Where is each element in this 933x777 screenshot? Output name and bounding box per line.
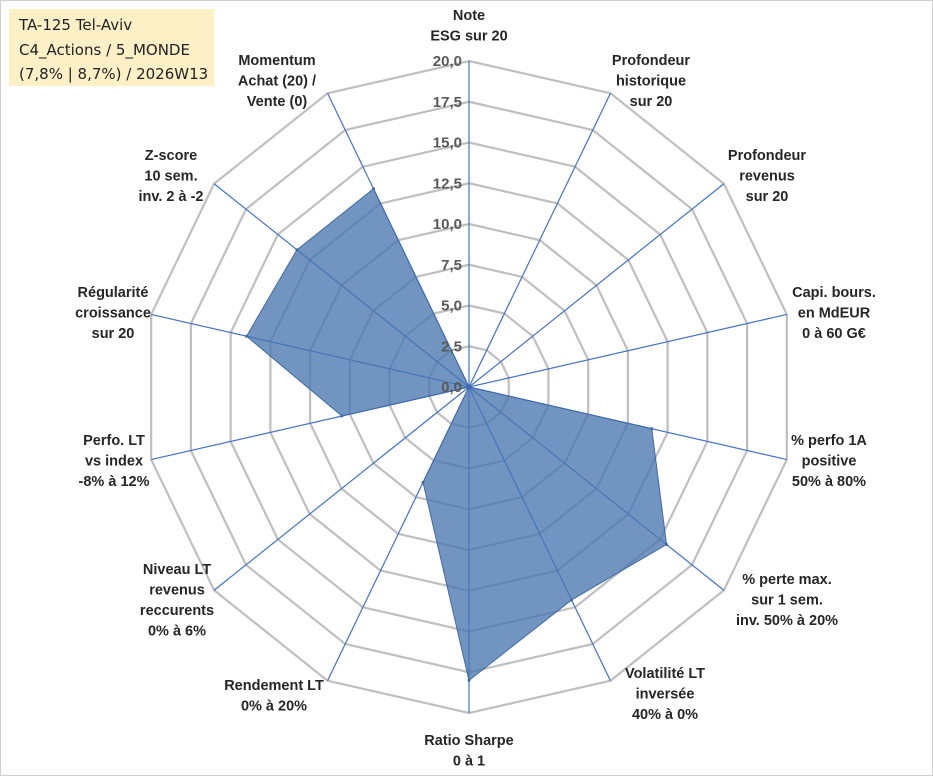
tick-label-8: 20,0	[433, 53, 462, 70]
tick-label-2: 5,0	[441, 298, 462, 315]
axis-label-7: Volatilité LT inversée 40% à 0%	[625, 666, 705, 723]
axis-label-6: % perte max. sur 1 sem. inv. 50% à 20%	[736, 572, 838, 629]
tick-label-3: 7,5	[441, 257, 462, 274]
tick-label-7: 17,5	[433, 94, 462, 111]
axis-label-12: Régularité croissance sur 20	[75, 285, 151, 342]
tick-label-4: 10,0	[433, 216, 462, 233]
axis-label-9: Rendement LT 0% à 20%	[224, 678, 324, 715]
series-point-9	[421, 480, 425, 484]
series-area-1	[245, 187, 668, 682]
series-point-8	[467, 678, 471, 682]
series-point-14	[372, 187, 376, 191]
chart-title-box: TA-125 Tel-Aviv C4_Actions / 5_MONDE (7,…	[9, 9, 214, 86]
series-point-5	[650, 427, 654, 431]
series-point-7	[570, 598, 574, 602]
axis-label-1: Note ESG sur 20	[430, 8, 507, 45]
axis-spoke-2	[468, 93, 611, 388]
chart-subtitle-category: C4_Actions / 5_MONDE	[19, 41, 190, 59]
axis-label-14: Momentum Achat (20) / Vente (0)	[238, 53, 316, 110]
series-point-11	[340, 414, 344, 418]
series-point-13	[295, 248, 299, 252]
series-point-6	[665, 543, 669, 547]
axis-spoke-10	[213, 386, 470, 591]
axis-spoke-3	[468, 183, 725, 388]
tick-label-6: 15,0	[433, 135, 462, 152]
axis-label-11: Perfo. LT vs index -8% à 12%	[79, 433, 150, 490]
axis-label-2: Profondeur historique sur 20	[612, 53, 690, 110]
axis-label-5: % perfo 1A positive 50% à 80%	[791, 433, 867, 490]
axis-label-layer: Note ESG sur 20 Profondeur historique sur 20…	[75, 8, 876, 770]
chart-title: TA-125 Tel-Aviv	[19, 16, 133, 34]
axis-label-13: Z-score 10 sem. inv. 2 à -2	[138, 148, 203, 205]
tick-label-layer: 0,0 2,5 5,0 7,5 10,0 12,5 15,0 17,5 20,0	[433, 53, 462, 396]
series-layer	[245, 187, 669, 682]
tick-label-0: 0,0	[441, 379, 462, 396]
axis-label-8: Ratio Sharpe 0 à 1	[424, 733, 513, 770]
tick-label-5: 12,5	[433, 175, 462, 192]
axis-label-3: Profondeur revenus sur 20	[728, 148, 806, 205]
axis-label-4: Capi. bours. en MdEUR 0 à 60 G€	[792, 285, 876, 342]
tick-label-1: 2,5	[441, 338, 462, 355]
axis-spoke-4	[468, 313, 787, 388]
series-point-12	[245, 334, 249, 338]
chart-subtitle-period: (7,8% | 8,7%) / 2026W13	[19, 65, 209, 83]
axis-label-10: Niveau LT revenus reccurents 0% à 6%	[140, 562, 214, 640]
series-point-10	[467, 385, 471, 389]
